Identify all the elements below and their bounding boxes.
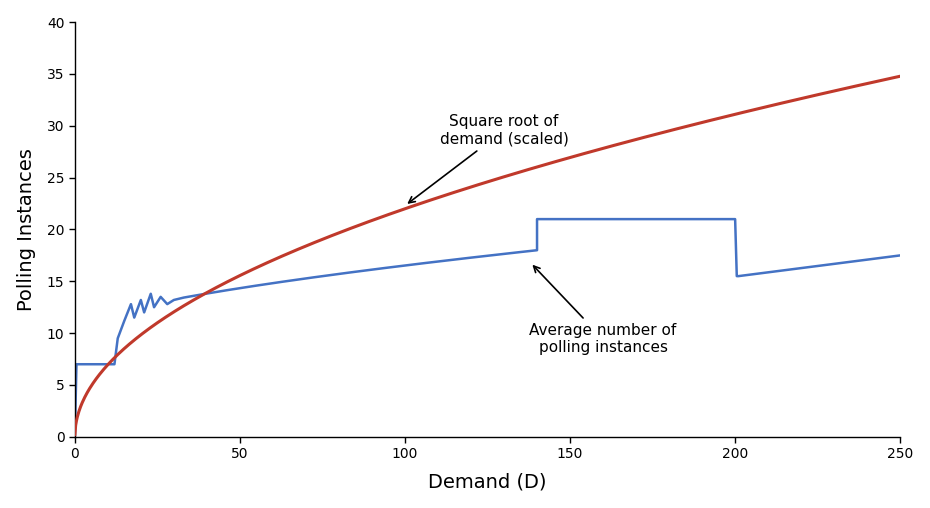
Text: Square root of
demand (scaled): Square root of demand (scaled): [408, 114, 568, 203]
Text: Average number of
polling instances: Average number of polling instances: [529, 266, 677, 355]
Y-axis label: Polling Instances: Polling Instances: [17, 148, 35, 311]
X-axis label: Demand (D): Demand (D): [428, 472, 547, 491]
